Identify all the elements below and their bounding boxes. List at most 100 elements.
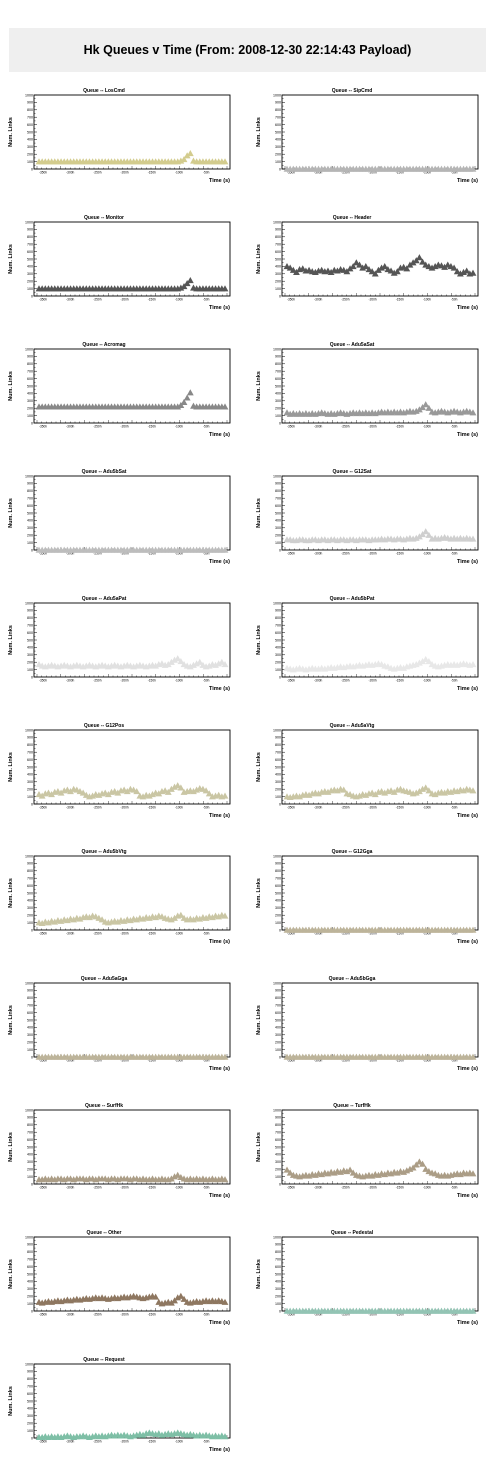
x-tick-label: -300h	[66, 805, 74, 809]
x-tick-label: -150h	[148, 424, 156, 428]
x-tick-label: -200h	[369, 171, 377, 175]
x-tick-label: -250h	[93, 551, 101, 555]
chart-title: Queue -- Adu5bPat	[330, 596, 375, 602]
x-tick-label: -250h	[341, 1313, 349, 1317]
data-point	[387, 267, 395, 274]
y-tick-label: 500	[27, 1019, 33, 1023]
y-tick-label: 800	[275, 869, 281, 873]
y-tick-label: 300	[27, 526, 33, 530]
y-axis-label: Num. Links	[8, 498, 14, 528]
y-tick-label: 400	[275, 1153, 281, 1157]
y-axis-label: Num. Links	[8, 1132, 14, 1162]
data-point	[180, 1295, 188, 1302]
chart-title: Queue -- G12Pos	[84, 723, 125, 729]
y-tick-label: 200	[27, 279, 33, 283]
data-point	[356, 261, 363, 268]
y-tick-label: 500	[27, 765, 33, 769]
y-axis-label: Num. Links	[8, 1259, 14, 1289]
y-tick-label: 0	[279, 1182, 281, 1186]
chart-title: Queue -- Acromag	[82, 342, 125, 348]
plot-frame	[33, 94, 231, 170]
plot-frame	[281, 221, 479, 297]
page-title: Hk Queues v Time (From: 2008-12-30 22:14…	[83, 43, 412, 57]
plot-frame	[33, 982, 231, 1058]
data-point	[349, 262, 357, 270]
y-tick-label: 300	[27, 1160, 33, 1164]
x-tick-label: -100h	[423, 551, 431, 555]
x-tick-label: -300h	[314, 932, 322, 936]
y-tick-label: 100	[275, 287, 281, 291]
y-tick-label: 300	[27, 1033, 33, 1037]
x-tick-label: -200h	[369, 678, 377, 682]
y-tick-label: 900	[27, 354, 33, 358]
y-tick-label: 600	[275, 630, 281, 634]
data-point	[441, 263, 449, 270]
y-tick-label: 100	[275, 1302, 281, 1306]
data-point	[98, 916, 106, 923]
data-point	[221, 1298, 229, 1305]
data-point	[57, 789, 65, 796]
chart-title: Queue -- Other	[86, 1230, 121, 1236]
chart-panel-adu5bgga: Queue -- Adu5bGga 0 100 200 300 400 500 600 700 8…	[256, 976, 479, 1072]
x-tick-label: -350h	[39, 424, 47, 428]
chart-panel-sipcmd: Queue -- SipCmd 0 100 200 300 400 500 600 700 800…	[256, 88, 479, 184]
y-tick-label: 200	[27, 787, 33, 791]
x-tick-label: -100h	[423, 424, 431, 428]
y-tick-label: 700	[27, 1131, 33, 1135]
data-point	[48, 790, 56, 797]
data-point	[416, 787, 423, 794]
y-tick-label: 900	[27, 735, 33, 739]
y-tick-label: 600	[27, 123, 33, 127]
y-tick-label: 400	[27, 518, 33, 522]
x-tick-label: -150h	[396, 932, 404, 936]
y-tick-label: 800	[275, 1250, 281, 1254]
y-tick-label: 300	[275, 1033, 281, 1037]
x-tick-label: -200h	[121, 1186, 129, 1190]
x-tick-label: -300h	[314, 297, 322, 301]
y-tick-label: 600	[275, 504, 281, 508]
data-point	[221, 1433, 229, 1440]
y-tick-label: 1000	[25, 1235, 33, 1239]
data-point	[221, 1176, 229, 1183]
y-tick-label: 700	[27, 1004, 33, 1008]
data-point	[346, 1166, 354, 1173]
x-axis-label: Time (s)	[457, 939, 478, 945]
y-axis-label: Num. Links	[8, 879, 14, 909]
y-tick-label: 800	[275, 235, 281, 239]
chart-panel-adu5agga: Queue -- Adu5aGga 0 100 200 300 400 500 600 700 8…	[8, 976, 231, 1072]
x-tick-label: -300h	[314, 551, 322, 555]
data-point	[469, 409, 477, 416]
data-point	[286, 264, 294, 271]
y-tick-label: 1000	[273, 220, 281, 224]
x-tick-label: -150h	[396, 171, 404, 175]
data-point	[406, 261, 414, 268]
x-tick-label: -200h	[369, 932, 377, 936]
y-tick-label: 900	[27, 608, 33, 612]
y-tick-label: 800	[27, 1123, 33, 1127]
y-tick-label: 300	[27, 145, 33, 149]
y-tick-label: 700	[275, 369, 281, 373]
x-tick-label: -250h	[93, 678, 101, 682]
data-point	[221, 158, 229, 165]
y-tick-label: 1000	[273, 474, 281, 478]
y-tick-label: 200	[275, 1168, 281, 1172]
y-tick-label: 700	[275, 623, 281, 627]
data-point	[419, 258, 426, 265]
x-tick-label: -150h	[148, 1186, 156, 1190]
x-tick-label: -200h	[121, 1059, 129, 1063]
y-tick-label: 700	[27, 369, 33, 373]
y-tick-label: 600	[27, 1011, 33, 1015]
y-tick-label: 300	[27, 1414, 33, 1418]
data-point	[79, 789, 87, 796]
chart-panel-surfhk: Queue -- SurfHk 0 100 200 300 400 500 600 700 800…	[8, 1103, 231, 1199]
chart-title: Queue -- SurfHk	[85, 1103, 123, 1109]
plot-frame	[33, 221, 231, 297]
y-tick-label: 800	[275, 108, 281, 112]
y-tick-label: 0	[31, 929, 33, 933]
y-tick-label: 200	[275, 406, 281, 410]
chart-panel-g12gga: Queue -- G12Gga 0 100 200 300 400 500 600 700 800…	[256, 849, 479, 945]
y-tick-label: 500	[27, 892, 33, 896]
y-tick-label: 500	[275, 892, 281, 896]
chart-title: Queue -- Adu5aPat	[82, 596, 127, 602]
x-tick-label: -50h	[451, 1313, 458, 1317]
